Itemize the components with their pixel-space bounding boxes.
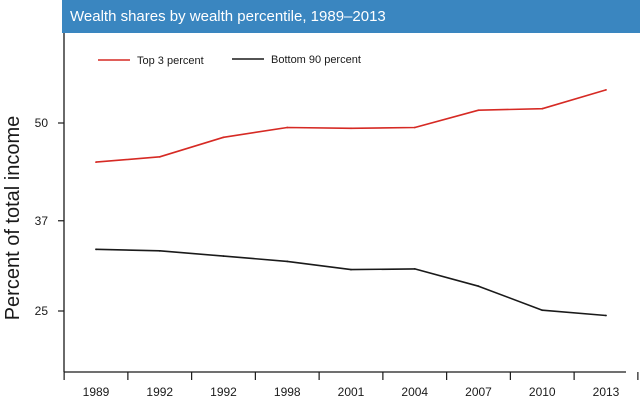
series-line-top-3-percent bbox=[95, 89, 607, 163]
data-point bbox=[477, 109, 480, 112]
data-point bbox=[286, 126, 289, 129]
x-tick-label: 2004 bbox=[401, 385, 428, 399]
data-point bbox=[95, 248, 97, 251]
legend-label: Bottom 90 percent bbox=[271, 54, 361, 66]
x-tick-label: 1992 bbox=[146, 385, 173, 399]
data-point bbox=[477, 285, 480, 288]
data-point bbox=[541, 309, 544, 312]
x-tick-label: 2010 bbox=[529, 385, 556, 399]
data-point bbox=[95, 161, 97, 164]
y-tick-label: 25 bbox=[35, 304, 49, 318]
x-tick-label: 1998 bbox=[274, 385, 301, 399]
x-tick-label: 2007 bbox=[465, 385, 492, 399]
data-point bbox=[158, 249, 161, 252]
y-ticks: 25 37 50 bbox=[35, 116, 64, 318]
data-point bbox=[541, 107, 544, 110]
series-line-bottom-90-percent bbox=[95, 248, 607, 317]
data-point bbox=[350, 127, 352, 130]
y-axis-label: Percent of total income bbox=[2, 116, 24, 321]
data-point bbox=[286, 260, 289, 263]
data-point bbox=[158, 155, 161, 158]
y-tick-label: 37 bbox=[35, 214, 49, 228]
data-point bbox=[350, 268, 352, 271]
x-tick-label: 2013 bbox=[593, 385, 620, 399]
data-point bbox=[605, 89, 607, 91]
data-point bbox=[222, 136, 225, 139]
legend: Top 3 percent Bottom 90 percent bbox=[98, 54, 361, 67]
series-lines bbox=[95, 89, 607, 317]
data-point bbox=[413, 126, 416, 129]
data-point bbox=[413, 267, 416, 270]
legend-label: Top 3 percent bbox=[137, 55, 204, 67]
x-tick-label: 1989 bbox=[83, 385, 110, 399]
y-tick-label: 50 bbox=[35, 116, 49, 130]
chart-title: Wealth shares by wealth percentile, 1989… bbox=[62, 0, 640, 33]
x-tick-label: 1992 bbox=[210, 385, 237, 399]
data-point bbox=[222, 255, 225, 258]
data-point bbox=[605, 314, 607, 317]
x-ticks: 1989 1992 1992 1998 2001 2004 2007 2010 2013 bbox=[63, 372, 639, 399]
x-tick-label: 2001 bbox=[338, 385, 365, 399]
